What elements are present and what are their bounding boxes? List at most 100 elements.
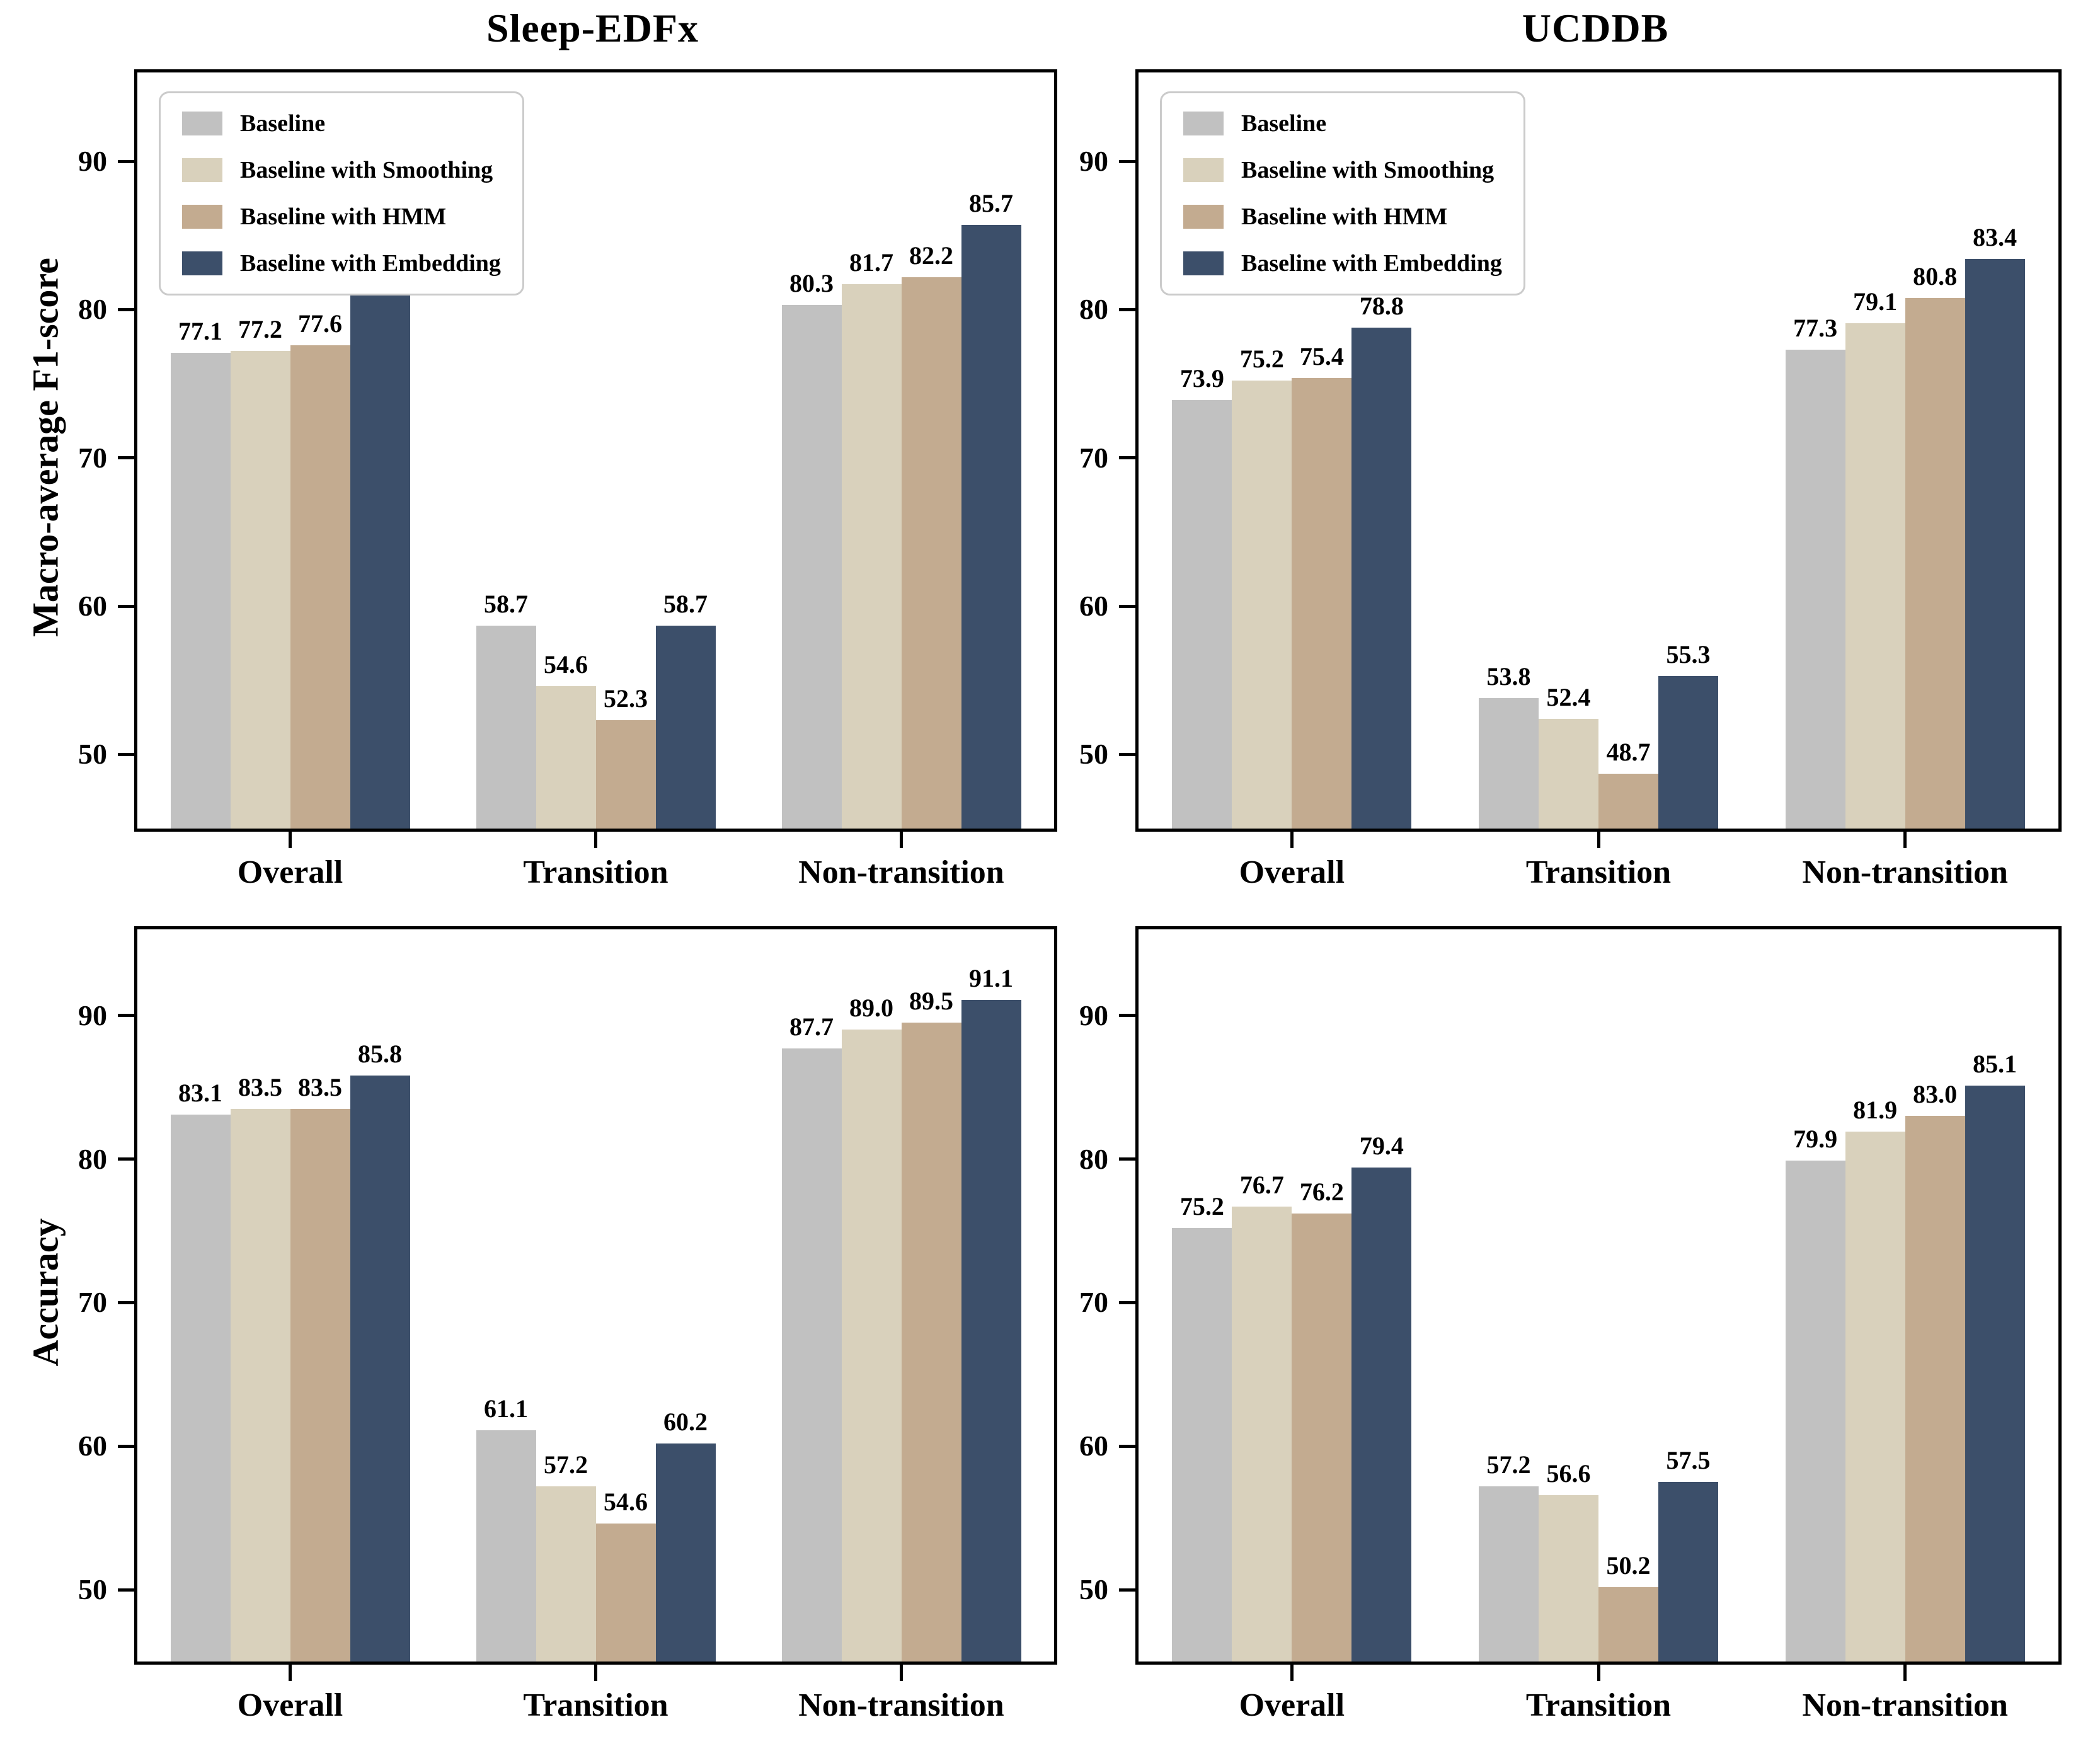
bar [901,1023,961,1662]
bar-value-label: 83.4 [1973,223,2017,252]
bar [655,625,716,829]
x-tick-mark [289,1662,292,1681]
y-tick-mark [1119,1014,1135,1018]
bar-value-label: 79.9 [1793,1124,1838,1153]
y-tick-mark [118,1014,134,1018]
bar [1658,675,1718,829]
y-tick-label: 70 [1079,1286,1108,1319]
bar [536,1486,596,1662]
bar-value-label: 52.3 [604,684,648,713]
bar [1845,1132,1905,1662]
bar [1539,718,1598,829]
y-tick-label: 90 [78,145,107,178]
x-tick-mark [594,829,597,848]
plot-area-ucddb-accuracy: 50 60 70 80 90 Overall 75.2 76.7 76.2 79.4 Transit… [1079,926,2062,1722]
x-tick-mark [289,829,292,848]
legend-item: Baseline with Smoothing [1183,156,1502,184]
legend-label: Baseline with Embedding [1241,250,1502,277]
bar [1172,1227,1232,1662]
y-tick-mark [1119,1444,1135,1448]
y-tick-label: 80 [1079,1142,1108,1175]
bar [841,1030,902,1662]
legend-swatch [182,158,222,182]
bar [1351,327,1412,829]
bar [901,277,961,829]
y-tick-label: 50 [78,738,107,771]
bar [655,1443,716,1662]
bar-value-label: 60.2 [663,1407,708,1436]
bar-value-label: 80.8 [1913,261,1958,290]
bar-value-label: 75.2 [1239,345,1284,374]
y-tick-label: 80 [1079,293,1108,326]
legend-item: Baseline [182,110,501,137]
bar [1479,697,1539,829]
bar-value-label: 50.2 [1606,1551,1651,1580]
legend-label: Baseline [1241,110,1327,137]
bar [290,1108,350,1662]
bar [1232,1206,1292,1662]
chart-title-sleep-edfx: Sleep-EDFx [486,6,699,50]
legend-swatch [1183,112,1224,135]
y-tick-label: 50 [1079,1573,1108,1606]
bar [1598,1587,1658,1662]
x-tick-label: Overall [1239,1687,1345,1723]
y-tick-mark [118,307,134,311]
bar-value-label: 61.1 [484,1394,528,1423]
y-tick-label: 60 [1079,590,1108,623]
bar-value-label: 78.8 [1359,291,1404,320]
bar-value-label: 58.7 [663,589,708,618]
bar [1598,773,1658,829]
bar-value-label: 81.9 [1853,1096,1898,1125]
legend-label: Baseline with Smoothing [240,157,493,183]
legend-label: Baseline [240,110,326,137]
bar-value-label: 57.2 [1486,1450,1531,1479]
legend-item: Baseline with Embedding [1183,250,1502,277]
y-tick-mark [118,456,134,460]
bar [230,351,290,829]
bar [1658,1482,1718,1662]
y-tick-mark [118,159,134,163]
x-tick-label: Overall [237,1687,343,1723]
y-tick-label: 80 [78,1142,107,1175]
bar-value-label: 85.8 [358,1040,402,1069]
y-tick-label: 50 [1079,738,1108,771]
x-tick-label: Non-transition [1802,1687,2008,1723]
bar [350,292,410,829]
bar-value-label: 54.6 [544,650,588,679]
bar-value-label: 85.1 [1973,1050,2017,1079]
bar-value-label: 75.4 [1299,341,1344,370]
bar-value-label: 73.9 [1179,364,1224,393]
y-tick-mark [1119,456,1135,460]
bar [476,1430,536,1662]
legend-swatch [1183,251,1224,275]
y-tick-label: 70 [78,441,107,474]
x-tick-label: Non-transition [1802,854,2008,890]
y-tick-label: 60 [1079,1430,1108,1462]
x-tick-label: Transition [523,1687,668,1723]
y-tick-label: 80 [78,293,107,326]
y-tick-mark [1119,752,1135,756]
bar-value-label: 58.7 [484,589,528,618]
bar-value-label: 75.2 [1179,1191,1224,1220]
plot-area-sleep-edfx-f1: 5060708090Overall77.177.277.681.2Transit… [78,69,1057,889]
legend-swatch [1183,158,1224,182]
x-tick-mark [594,1662,597,1681]
x-tick-mark [900,1662,903,1681]
x-tick-label: Non-transition [798,1687,1004,1723]
bar-value-label: 77.6 [298,309,342,338]
bar-value-label: 79.4 [1359,1132,1404,1161]
legend-swatch [182,112,222,135]
legend-item: Baseline with HMM [1183,203,1502,231]
bar-value-label: 56.6 [1546,1459,1591,1488]
bar [350,1076,410,1662]
bar [595,1524,656,1662]
bar [1539,1495,1598,1662]
bar [961,225,1021,829]
bar-value-label: 57.5 [1666,1446,1711,1475]
legend-label: Baseline with HMM [240,204,447,230]
bar-value-label: 85.7 [969,189,1013,218]
chart-title-ucddb: UCDDB [1522,6,1669,50]
bar-value-label: 53.8 [1486,662,1531,691]
legend-item: Baseline [1183,110,1502,137]
y-tick-mark [1119,1157,1135,1161]
